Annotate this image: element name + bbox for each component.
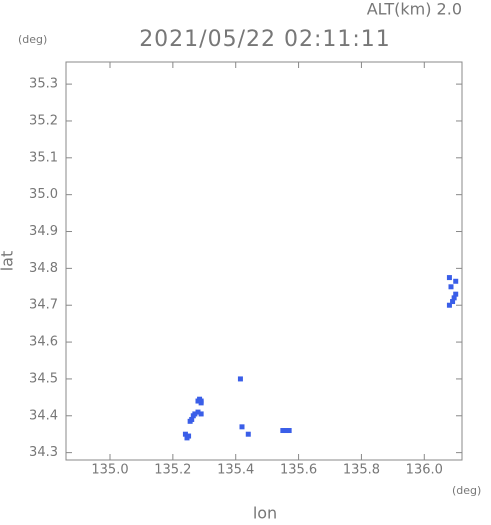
point <box>245 431 251 437</box>
point <box>184 435 190 441</box>
x-tick-label: 135.0 <box>91 463 128 478</box>
y-tick-label: 35.3 <box>29 77 58 92</box>
point <box>446 302 452 308</box>
chart-subtitle: ALT(km) 2.0 <box>367 0 462 19</box>
plot-frame <box>65 61 463 461</box>
y-tick-label: 35.0 <box>29 187 58 202</box>
point <box>450 299 456 305</box>
point <box>187 418 193 424</box>
point <box>182 431 188 437</box>
y-tick-label: 35.2 <box>29 113 58 128</box>
point <box>451 295 457 301</box>
point <box>237 376 243 382</box>
y-tick-label: 34.4 <box>29 408 58 423</box>
x-tick-label: 135.6 <box>280 463 317 478</box>
point <box>283 428 289 434</box>
y-axis-label: lat <box>0 251 17 272</box>
point <box>286 428 292 434</box>
point <box>446 275 452 281</box>
x-tick-label: 135.8 <box>343 463 380 478</box>
y-tick-label: 34.9 <box>29 224 58 239</box>
x-axis-label: lon <box>253 504 277 522</box>
point <box>198 400 204 406</box>
point <box>280 428 286 434</box>
point <box>448 284 454 290</box>
y-tick-label: 34.3 <box>29 445 58 460</box>
y-tick-label: 34.6 <box>29 335 58 350</box>
point <box>453 278 459 284</box>
y-tick-label: 34.7 <box>29 298 58 313</box>
x-unit: (deg) <box>452 484 481 497</box>
point <box>239 424 245 430</box>
chart-title: 2021/05/22 02:11:11 <box>139 27 391 52</box>
point <box>453 291 459 297</box>
point <box>198 411 204 417</box>
x-tick-label: 135.2 <box>154 463 191 478</box>
x-tick-label: 135.4 <box>217 463 254 478</box>
y-tick-label: 35.1 <box>29 150 58 165</box>
point <box>192 411 198 417</box>
x-tick-label: 136.0 <box>406 463 443 478</box>
y-tick-label: 34.5 <box>29 371 58 386</box>
y-tick-label: 34.8 <box>29 261 58 276</box>
point <box>195 409 201 415</box>
y-unit: (deg) <box>18 33 47 46</box>
